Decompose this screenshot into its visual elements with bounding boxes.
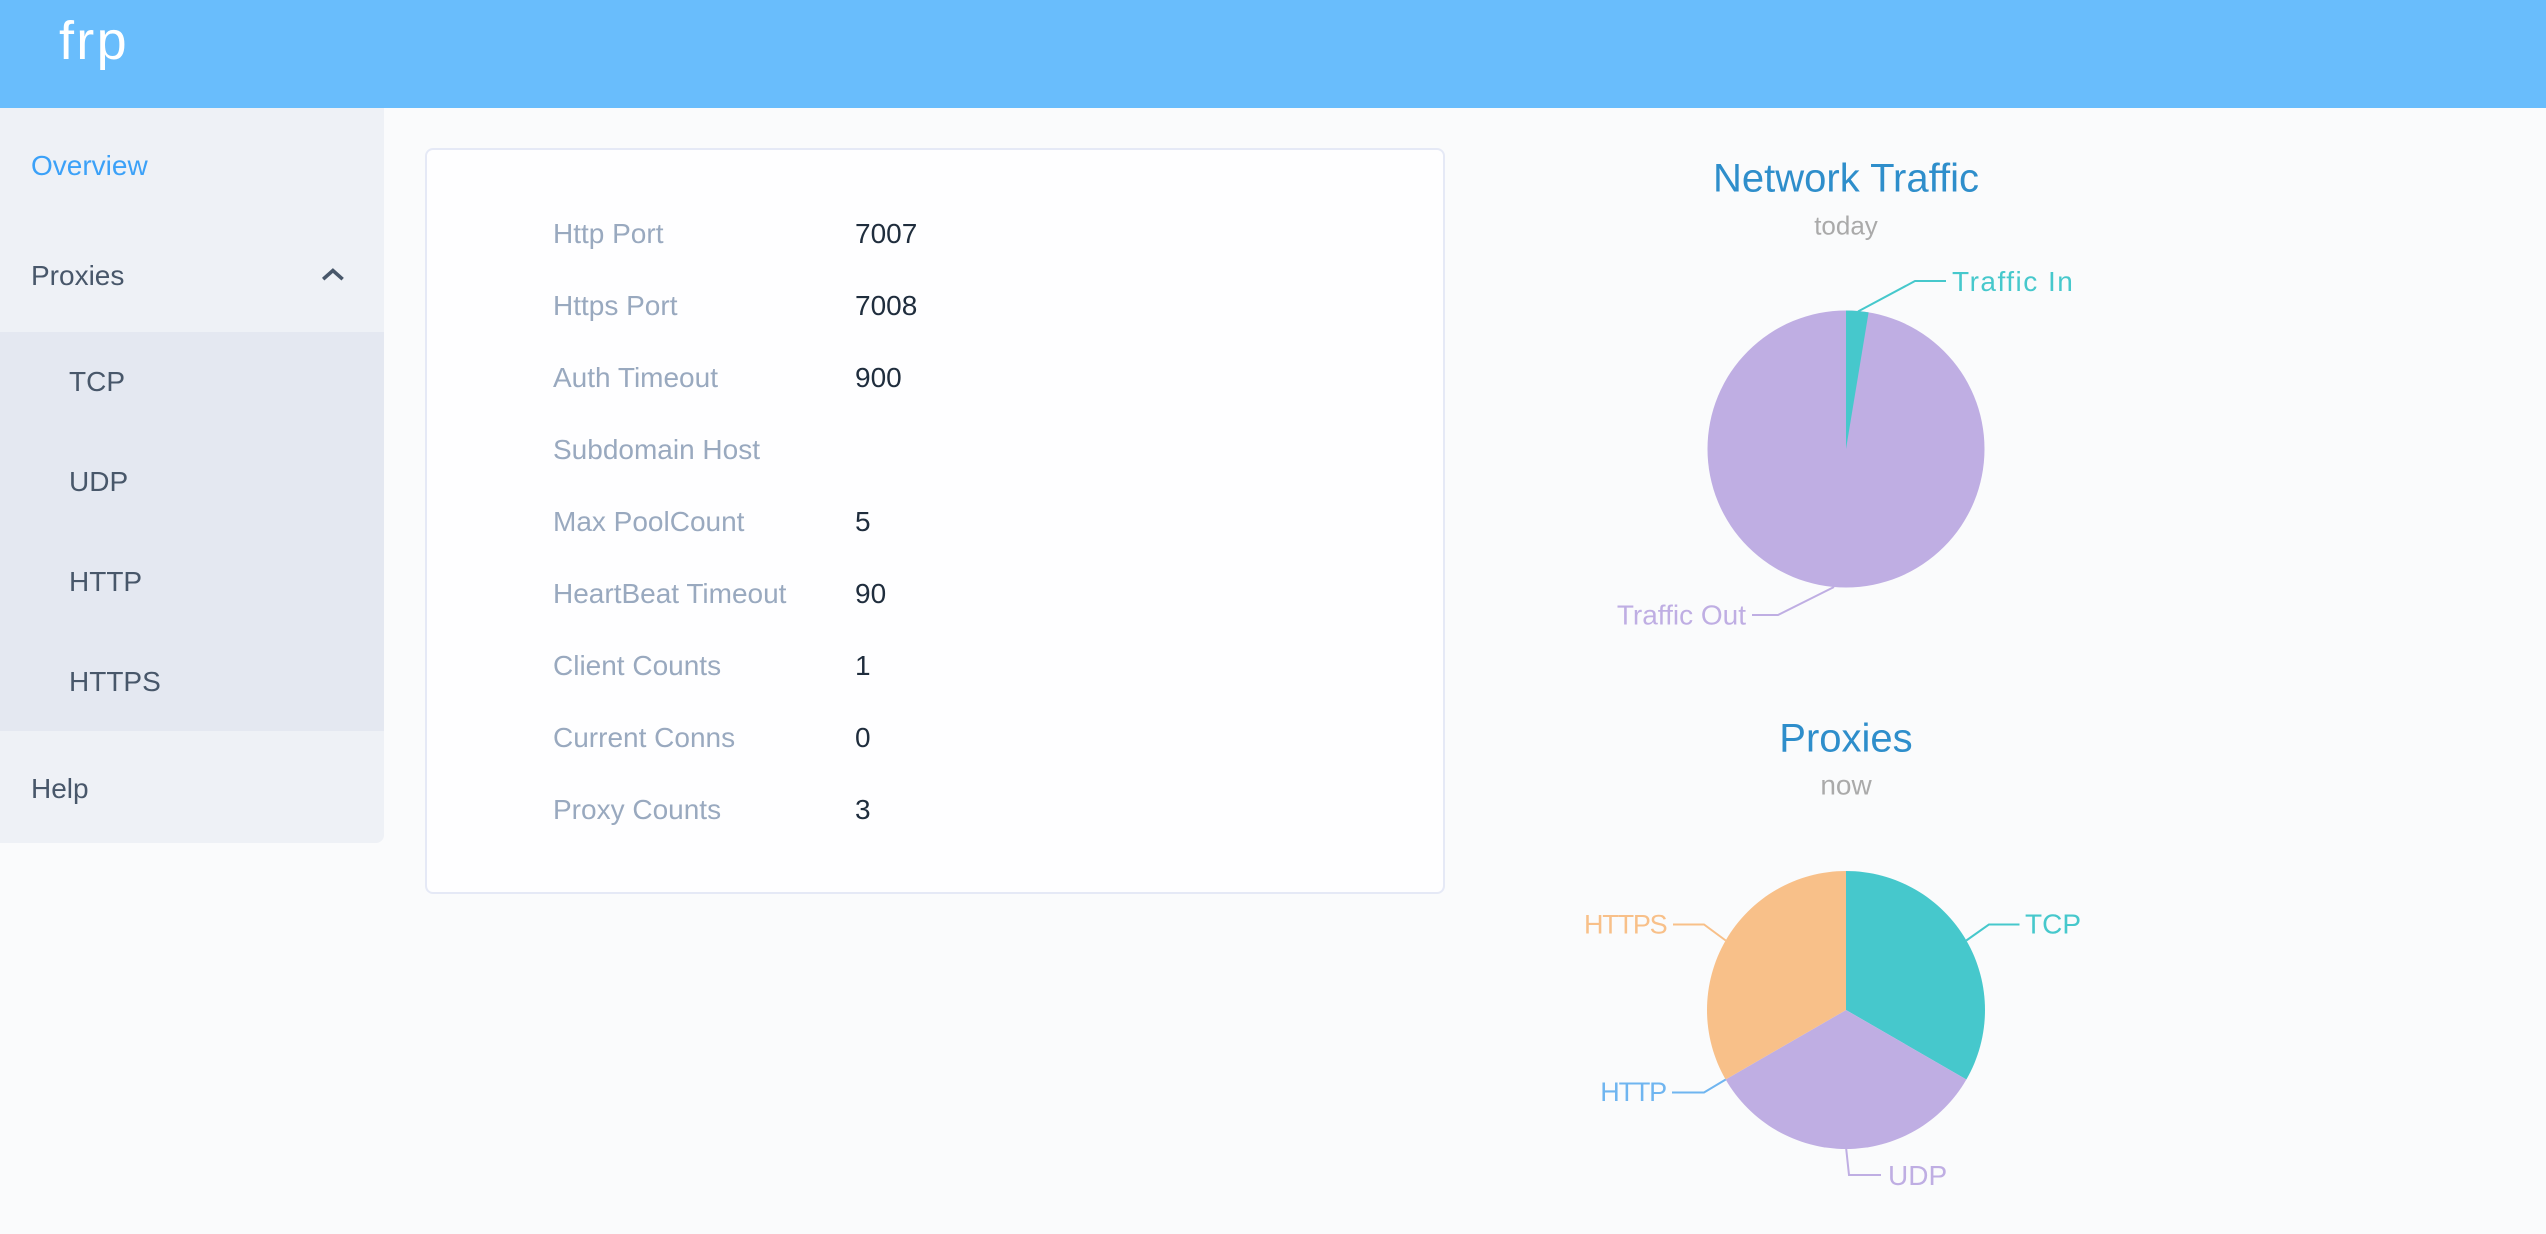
svg-text:now: now: [1820, 770, 1872, 801]
svg-text:Traffic Out: Traffic Out: [1617, 600, 1746, 631]
svg-text:UDP: UDP: [1888, 1160, 1947, 1191]
svg-text:TCP: TCP: [2025, 909, 2081, 940]
svg-text:HTTPS: HTTPS: [1584, 910, 1667, 940]
svg-text:Network Traffic: Network Traffic: [1713, 157, 1979, 201]
svg-text:today: today: [1814, 211, 1878, 241]
svg-text:Traffic In: Traffic In: [1952, 266, 2074, 297]
svg-text:Proxies: Proxies: [1779, 717, 1912, 761]
svg-text:HTTP: HTTP: [1600, 1077, 1666, 1107]
